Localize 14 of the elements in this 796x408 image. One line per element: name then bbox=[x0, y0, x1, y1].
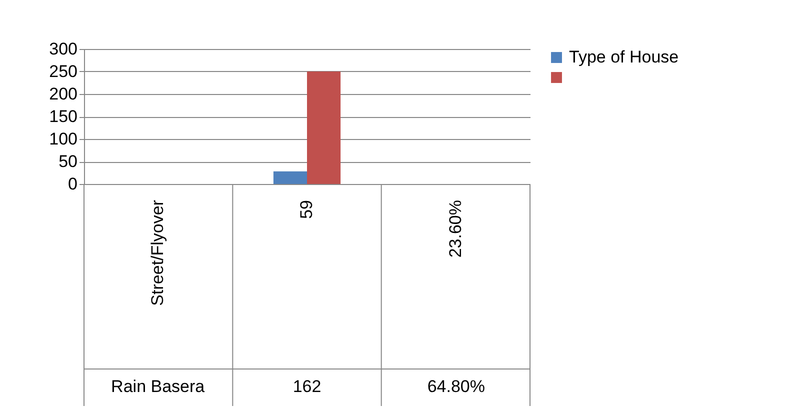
x-tick-label: 23.60% bbox=[446, 200, 466, 258]
y-tick-label: 100 bbox=[49, 130, 78, 148]
y-tick-label: 200 bbox=[49, 84, 78, 104]
y-tick-label: 150 bbox=[49, 107, 78, 126]
x-tick-label: 59 bbox=[297, 200, 316, 219]
y-tick-label: 50 bbox=[58, 152, 78, 171]
y-tick-label: 0 bbox=[68, 174, 78, 194]
y-tick-label: 250 bbox=[49, 62, 78, 81]
text: Rain Basera bbox=[111, 377, 206, 396]
x-tick-label: Street/Flyover bbox=[148, 200, 167, 306]
text: 64.80% bbox=[427, 377, 485, 396]
y-tick-label: 300 bbox=[49, 40, 78, 58]
text: 162 bbox=[292, 377, 322, 396]
legend-label: Type of House bbox=[569, 48, 679, 66]
